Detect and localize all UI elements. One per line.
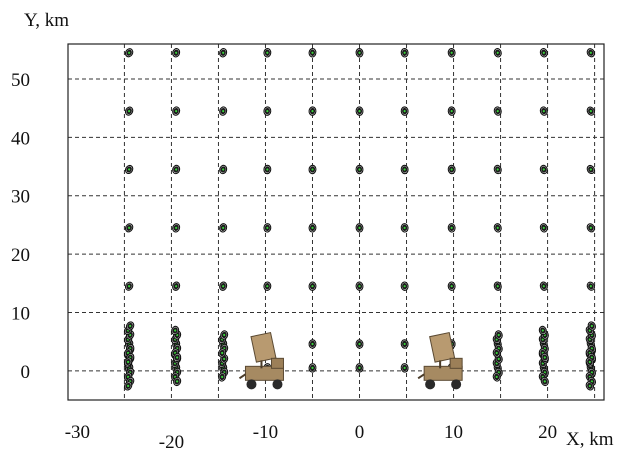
data-point — [586, 106, 596, 116]
data-point — [172, 48, 181, 58]
data-point — [539, 106, 548, 116]
data-point — [447, 48, 456, 58]
data-point — [219, 223, 228, 233]
data-point — [308, 164, 317, 175]
x-tick-label: -30 — [65, 422, 90, 443]
data-point — [173, 352, 182, 363]
data-point — [447, 223, 456, 233]
data-point — [218, 372, 227, 382]
data-point — [355, 223, 364, 233]
data-point — [493, 281, 502, 291]
data-point — [447, 164, 456, 175]
x-axis-label: X, km — [566, 429, 614, 449]
data-point — [586, 281, 596, 291]
data-point — [539, 48, 548, 58]
data-point — [219, 106, 228, 116]
data-point — [263, 106, 272, 116]
data-point — [263, 223, 272, 233]
data-point — [493, 48, 502, 58]
data-point — [263, 164, 272, 175]
data-point — [263, 281, 272, 291]
data-point — [308, 48, 317, 58]
data-point — [172, 223, 181, 233]
data-point — [263, 48, 272, 58]
data-point — [172, 281, 181, 291]
data-point — [124, 223, 134, 233]
data-point — [400, 281, 409, 291]
x-tick-label: -20 — [159, 432, 184, 449]
data-point — [586, 48, 596, 58]
data-point — [400, 339, 409, 349]
plot-frame — [67, 43, 605, 401]
data-point — [586, 223, 596, 233]
data-point — [539, 164, 548, 175]
data-point — [124, 106, 134, 116]
data-point — [539, 223, 548, 233]
data-point — [172, 164, 181, 175]
tick-labels: -30 -20 -10 0 10 20 0 10 20 30 40 50 — [11, 70, 557, 449]
data-point — [538, 325, 547, 336]
data-point — [400, 48, 409, 58]
data-point — [308, 363, 317, 373]
data-point — [308, 106, 317, 116]
y-tick-label: 50 — [11, 70, 30, 91]
data-point — [585, 357, 595, 367]
data-point — [308, 223, 317, 233]
radar-vehicles — [238, 331, 463, 390]
radar-vehicle-icon — [238, 331, 284, 390]
grid-lines — [68, 44, 604, 400]
data-point — [586, 164, 596, 175]
data-point — [355, 339, 364, 349]
data-point — [493, 223, 502, 233]
data-point — [355, 48, 364, 58]
data-point — [400, 223, 409, 233]
radar-vehicle-icon — [417, 331, 463, 390]
data-point — [219, 164, 228, 175]
data-point — [355, 106, 364, 116]
data-point — [308, 339, 317, 349]
data-point — [400, 363, 409, 373]
data-point — [123, 357, 133, 367]
x-tick-label: 20 — [538, 422, 557, 443]
data-point — [125, 321, 135, 331]
data-point — [493, 106, 502, 116]
y-tick-label: 10 — [11, 303, 30, 324]
y-tick-label: 0 — [21, 362, 31, 383]
x-tick-label: 0 — [355, 422, 365, 443]
data-point — [539, 281, 548, 291]
data-point — [447, 281, 456, 291]
data-point — [447, 106, 456, 116]
data-point — [124, 164, 134, 175]
data-point — [172, 106, 181, 116]
data-point — [493, 164, 502, 175]
data-point — [540, 376, 549, 387]
y-tick-label: 20 — [11, 245, 30, 266]
data-point — [219, 48, 228, 58]
y-tick-label: 30 — [11, 187, 30, 208]
data-point — [492, 372, 501, 382]
data-point — [492, 348, 501, 358]
data-point — [218, 348, 227, 358]
data-point — [124, 48, 134, 58]
y-tick-label: 40 — [11, 128, 30, 149]
data-point — [173, 376, 182, 387]
data-points — [123, 48, 597, 391]
data-point — [355, 164, 364, 175]
data-point — [585, 381, 595, 391]
x-tick-label: 10 — [444, 422, 463, 443]
data-point — [355, 281, 364, 291]
data-point — [124, 281, 134, 291]
x-tick-label: -10 — [253, 422, 278, 443]
data-point — [123, 381, 133, 391]
data-point — [400, 164, 409, 175]
data-point — [587, 321, 597, 331]
data-point — [494, 330, 503, 340]
data-point — [355, 363, 364, 373]
data-point — [308, 281, 317, 291]
data-point — [400, 106, 409, 116]
y-axis-label: Y, km — [24, 10, 69, 31]
data-point — [540, 352, 549, 363]
data-point — [219, 281, 228, 291]
